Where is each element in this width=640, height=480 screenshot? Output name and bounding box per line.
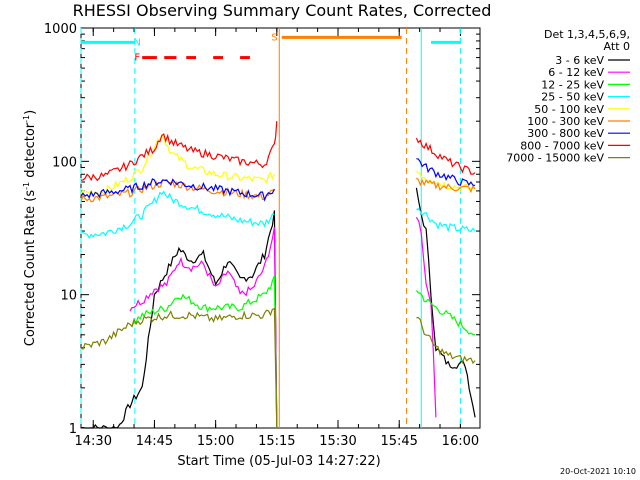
series-lines <box>80 121 476 429</box>
legend-label-1: 6 - 12 keV <box>548 66 604 79</box>
series-line-6-pre <box>80 178 275 202</box>
legend-label-3: 25 - 50 keV <box>541 91 604 104</box>
series-line-3-post <box>416 207 476 233</box>
series-line-7-pre <box>80 121 278 182</box>
y-tick-label: 10 <box>60 289 77 304</box>
x-tick-label: 15:15 <box>258 434 295 449</box>
x-tick-label: 15:00 <box>197 434 234 449</box>
series-line-2-pre <box>129 275 278 429</box>
x-axis: 14:30 14:45 15:00 15:15 15:30 15:45 16:00 <box>75 28 479 449</box>
legend-label-6: 300 - 800 keV <box>527 127 604 140</box>
legend-label-8: 7000 - 15000 keV <box>506 152 604 165</box>
mode-markers <box>80 28 461 428</box>
x-tick-label: 15:30 <box>319 434 356 449</box>
x-axis-label: Start Time (05-Jul-03 14:27:22) <box>177 454 380 469</box>
x-tick-label: 14:30 <box>75 434 112 449</box>
legend-label-4: 50 - 100 keV <box>534 103 604 116</box>
y-axis: 1 10 100 1000 <box>44 22 480 437</box>
x-tick-label: 15:45 <box>380 434 417 449</box>
y-tick-label: 1 <box>69 422 77 437</box>
legend-label-5: 100 - 300 keV <box>527 115 604 128</box>
y-tick-label: 1000 <box>44 22 77 37</box>
series-line-2-post <box>415 290 476 336</box>
series-line-5-post <box>416 177 476 194</box>
series-line-0-pre <box>80 210 278 429</box>
legend-label-2: 12 - 25 keV <box>541 78 604 91</box>
flag-bars: NF S <box>81 32 461 64</box>
chart-title: RHESSI Observing Summary Count Rates, Co… <box>73 1 492 20</box>
series-line-4-pre <box>80 135 275 197</box>
series-line-3-pre <box>80 190 275 240</box>
flag-label-F: F <box>134 53 140 64</box>
legend-header-line1: Det 1,3,4,5,6,9, <box>544 28 630 41</box>
series-line-1-pre <box>129 226 278 429</box>
legend-label-0: 3 - 6 keV <box>555 54 604 67</box>
flag-label-N: N <box>134 37 141 48</box>
y-axis-label-end: ) <box>23 110 38 115</box>
y-axis-label: Corrected Count Rate (s-1 detector-1) <box>22 110 38 346</box>
series-line-0-post <box>415 187 476 418</box>
x-tick-label: 16:00 <box>442 434 479 449</box>
series-line-1-post <box>415 216 437 418</box>
legend-header-line2: Att 0 <box>604 40 630 53</box>
series-line-7-post <box>415 137 476 175</box>
x-tick-label: 14:45 <box>136 434 173 449</box>
footer-timestamp: 20-Oct-2021 10:10 <box>560 467 636 476</box>
y-axis-label-sup1: -1 <box>22 182 31 190</box>
series-line-8-pre <box>80 307 278 429</box>
y-axis-label-sup2: -1 <box>22 115 31 123</box>
series-line-8-post <box>416 316 476 365</box>
y-axis-label-mid: detector <box>23 122 38 182</box>
y-axis-label-main: Corrected Count Rate (s <box>23 190 38 347</box>
series-line-6-post <box>416 158 476 187</box>
y-tick-label: 100 <box>52 155 77 170</box>
legend-label-7: 800 - 7000 keV <box>520 139 604 152</box>
flag-label-S: S <box>271 32 277 43</box>
